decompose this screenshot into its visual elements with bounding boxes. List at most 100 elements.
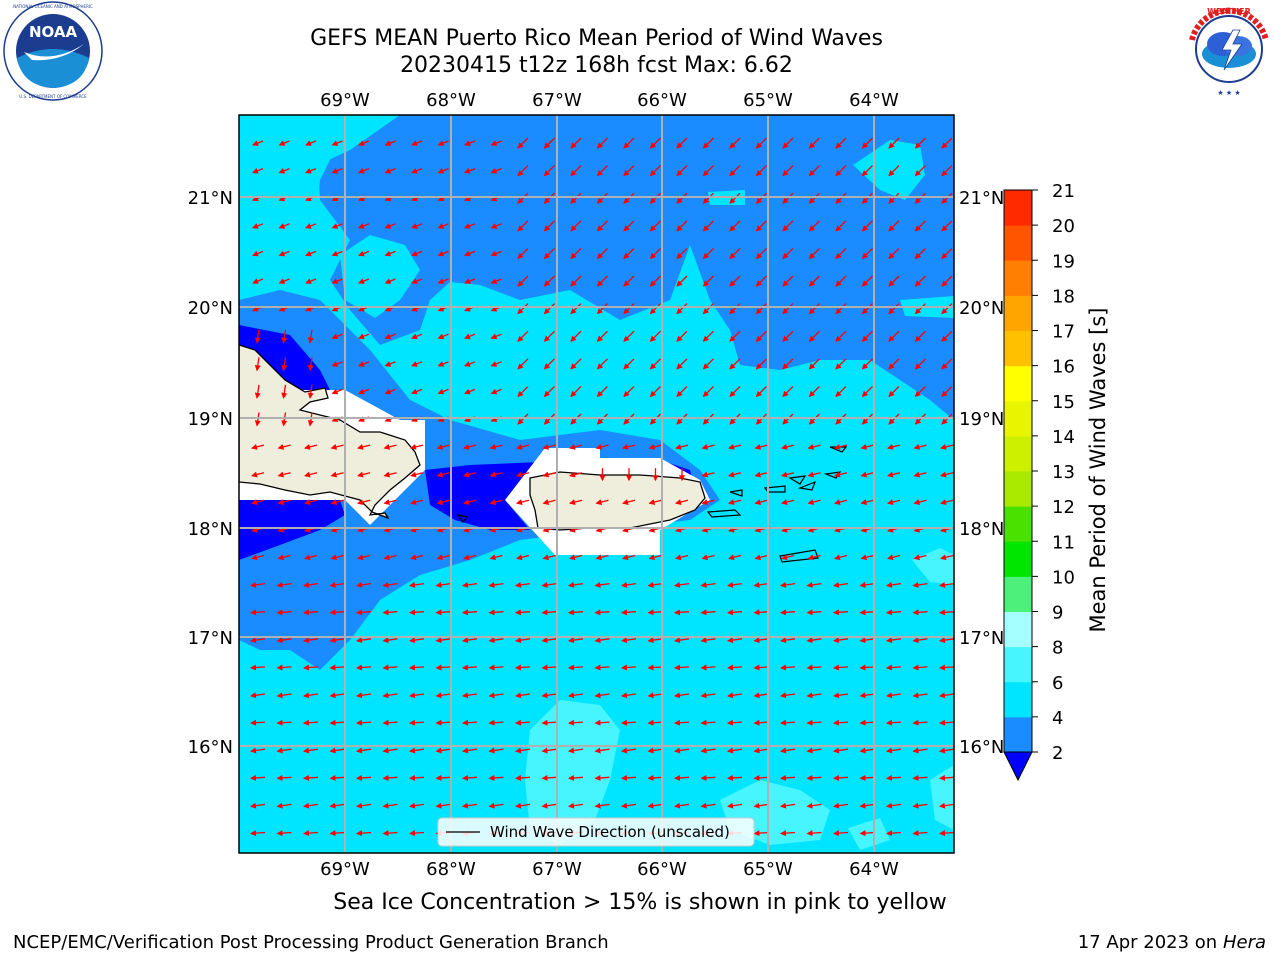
wind-wave-arrow [541, 774, 557, 781]
wind-wave-arrow [859, 747, 875, 754]
wind-wave-arrow [941, 247, 953, 260]
lon-tick-top: 68°W [426, 90, 476, 111]
footer-date: 17 Apr 2023 on Hera [1078, 932, 1266, 953]
wind-wave-arrow [543, 247, 555, 260]
wind-wave-arrow [675, 499, 689, 505]
wind-wave-arrow [411, 388, 423, 395]
wind-wave-arrow [861, 385, 873, 398]
wind-wave-arrow [729, 303, 741, 315]
wind-wave-arrow [807, 554, 821, 561]
wind-wave-arrow [410, 471, 424, 478]
wind-wave-arrow [594, 637, 610, 644]
wind-wave-arrow [462, 637, 478, 644]
wind-wave-arrow [250, 774, 266, 781]
wind-wave-arrow [622, 499, 636, 505]
colorbar-tick-label: 13 [1052, 462, 1075, 483]
wind-wave-arrow [329, 637, 345, 644]
wind-wave-arrow [886, 609, 902, 616]
wind-wave-arrow [250, 802, 266, 809]
wind-wave-arrow [808, 220, 820, 232]
wind-wave-arrow [912, 664, 928, 671]
wind-wave-arrow [833, 774, 849, 781]
wind-wave-arrow [729, 220, 741, 232]
colorbar-tick-label: 11 [1052, 532, 1075, 553]
wind-wave-arrow [780, 581, 796, 588]
wind-wave-arrow [356, 830, 372, 837]
wind-wave-arrow [859, 774, 875, 781]
wind-wave-arrow [594, 802, 610, 809]
wind-wave-arrow [570, 330, 582, 342]
wind-wave-arrow [357, 443, 371, 450]
wind-wave-arrow [543, 192, 555, 204]
wind-wave-arrow [755, 137, 767, 149]
wind-wave-arrow [676, 220, 688, 232]
colorbar-tick-label: 12 [1052, 497, 1075, 518]
wind-wave-arrow [700, 664, 716, 671]
wind-wave-arrow [861, 220, 873, 232]
wind-wave-arrow [753, 830, 769, 837]
wind-wave-arrow [596, 385, 608, 398]
wind-wave-arrow [437, 250, 449, 257]
wind-wave-arrow [700, 609, 716, 616]
wind-wave-arrow [727, 774, 743, 781]
wind-wave-arrow [594, 609, 610, 616]
wind-wave-arrow [753, 747, 769, 754]
wind-wave-arrow [621, 581, 637, 588]
wind-wave-arrow [806, 692, 822, 699]
wind-wave-arrow [330, 554, 344, 561]
wind-wave-arrow [623, 275, 635, 287]
colorbar-extend-min [1003, 751, 1033, 782]
wind-wave-arrow [914, 137, 926, 149]
wind-wave-arrow [329, 719, 345, 726]
wind-wave-arrow [276, 830, 292, 837]
wind-wave-arrow [384, 860, 398, 862]
wind-wave-arrow [382, 719, 398, 726]
wind-wave-arrow [464, 167, 476, 174]
wind-wave-arrow [728, 554, 742, 561]
wind-wave-arrow [676, 385, 688, 398]
colorbar-tick-label: 10 [1052, 567, 1075, 588]
wind-wave-arrow [780, 637, 796, 644]
wind-wave-arrow [281, 329, 288, 344]
wind-wave-arrow [833, 802, 849, 809]
wind-wave-arrow [383, 499, 397, 505]
lon-tick-bottom: 69°W [320, 859, 370, 880]
wind-wave-arrow [674, 609, 690, 616]
wind-wave-arrow [384, 388, 396, 395]
wind-wave-arrow [329, 664, 345, 671]
wind-wave-arrow [436, 471, 450, 478]
wind-wave-arrow [807, 471, 821, 478]
wind-wave-arrow [541, 664, 557, 671]
wind-wave-arrow [488, 802, 504, 809]
wind-wave-arrow [649, 303, 661, 315]
wind-wave-arrow [250, 719, 266, 726]
wind-wave-arrow [517, 137, 529, 149]
wind-wave-arrow [276, 802, 292, 809]
svg-text:★ ★ ★: ★ ★ ★ [1217, 89, 1240, 97]
wind-wave-arrow [755, 247, 767, 260]
wind-wave-arrow [595, 554, 609, 561]
wind-wave-arrow [516, 471, 530, 478]
wind-wave-arrow [674, 581, 690, 588]
colorbar-label: Mean Period of Wind Waves [s] [1086, 308, 1110, 633]
wind-wave-arrow [543, 165, 555, 177]
wind-wave-arrow [887, 443, 901, 450]
wind-wave-arrow [594, 774, 610, 781]
wind-wave-arrow [860, 499, 874, 505]
wind-wave-arrow [808, 192, 820, 204]
wind-wave-arrow [780, 747, 796, 754]
colorbar-tick-label: 20 [1052, 216, 1075, 237]
wind-wave-arrow [330, 471, 344, 478]
wind-wave-arrow [277, 499, 291, 505]
wind-wave-arrow [251, 471, 265, 478]
wind-wave-arrow [437, 167, 449, 174]
wind-wave-arrow [649, 358, 661, 370]
colorbar-swatch [1004, 506, 1032, 542]
wind-wave-arrow [358, 223, 370, 229]
wind-wave-arrow [701, 443, 715, 450]
wind-wave-arrow [729, 358, 741, 370]
lon-tick-bottom: 65°W [743, 859, 793, 880]
wind-wave-arrow [570, 275, 582, 287]
wind-wave-arrow [941, 275, 953, 287]
colorbar-swatch [1004, 225, 1032, 261]
